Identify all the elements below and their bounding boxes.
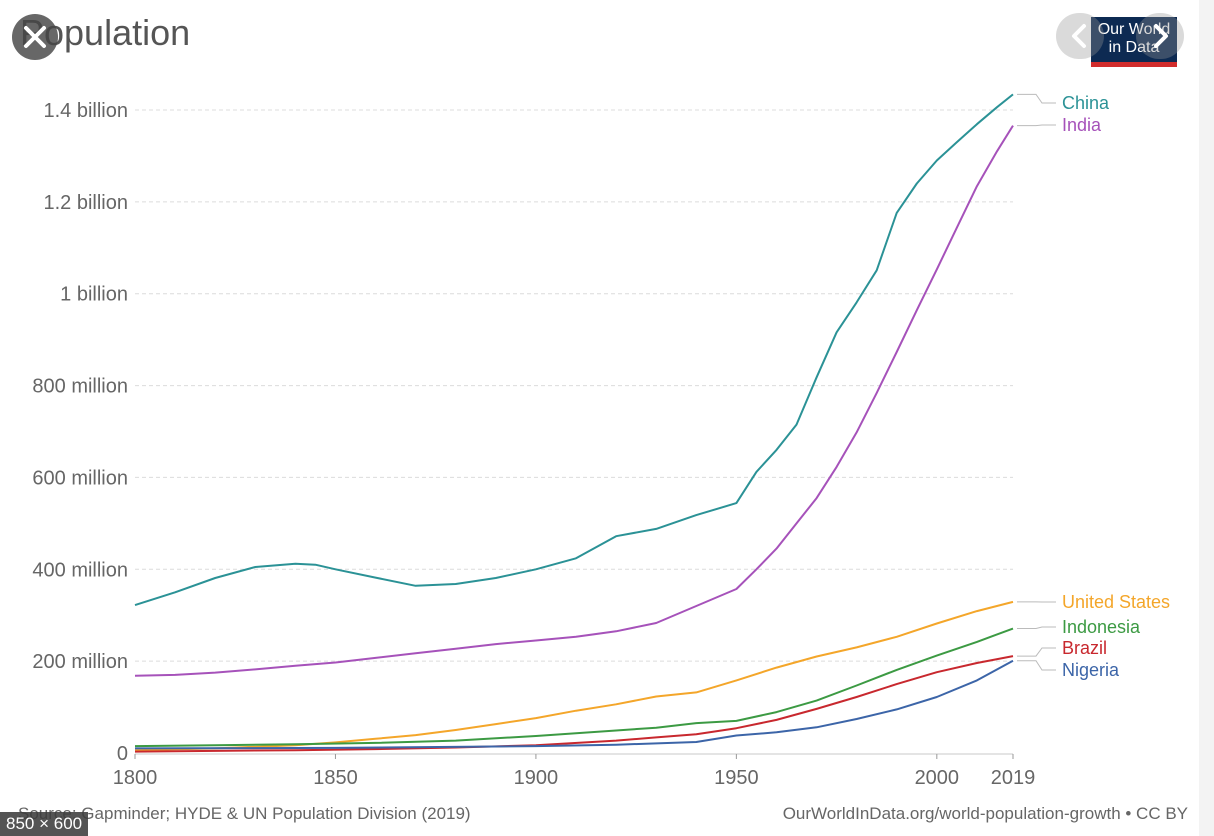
y-tick-label: 1 billion — [60, 284, 128, 306]
series — [134, 93, 1014, 753]
logo-line-1: Our World — [1097, 21, 1171, 38]
y-tick-label: 600 million — [32, 467, 128, 489]
series-label: Brazil — [1062, 638, 1107, 658]
y-tick-label: 1.2 billion — [43, 192, 128, 214]
series-label: United States — [1062, 592, 1170, 612]
image-size-badge: 850 × 600 — [0, 812, 89, 836]
chevron-left-icon — [1072, 24, 1086, 48]
series-line — [134, 655, 1014, 753]
scrollbar-track[interactable] — [1199, 0, 1214, 836]
series-line — [134, 659, 1014, 750]
logo-line-2: in Data — [1108, 39, 1160, 56]
chevron-right-icon — [1154, 24, 1168, 48]
x-tick-label: 2019 — [991, 767, 1036, 789]
y-tick-label: 200 million — [32, 651, 128, 673]
legend-connector — [1017, 647, 1056, 657]
series-label: China — [1062, 93, 1110, 113]
legend-connector — [1017, 93, 1056, 104]
y-axis: 0 200 million 400 million 600 million 800 mi… — [32, 100, 128, 765]
legend-connector — [1017, 660, 1056, 671]
gridlines — [135, 109, 1013, 662]
close-icon — [24, 26, 46, 48]
y-tick-label: 0 — [117, 743, 128, 765]
x-tick-label: 1950 — [714, 767, 759, 789]
series-line — [134, 627, 1014, 748]
legend-connector — [1017, 626, 1056, 629]
series-line — [134, 93, 1014, 607]
x-tick-label: 1850 — [313, 767, 358, 789]
series-line — [134, 125, 1014, 677]
prev-image-button[interactable] — [1056, 13, 1104, 59]
next-image-button[interactable] — [1136, 13, 1184, 59]
close-button[interactable] — [12, 14, 58, 60]
credit-link[interactable]: OurWorldInData.org/world-population-grow… — [782, 804, 1188, 823]
x-tick-label: 1800 — [113, 767, 158, 789]
source-note: Source: Gapminder; HYDE & UN Population … — [18, 804, 471, 823]
y-tick-label: 400 million — [32, 559, 128, 581]
series-label: India — [1062, 115, 1102, 135]
series-label: Nigeria — [1062, 660, 1120, 680]
series-label: Indonesia — [1062, 617, 1141, 637]
x-axis-ticks: 1800 1850 1900 1950 2000 2019 — [113, 754, 1036, 789]
y-tick-label: 1.4 billion — [43, 100, 128, 122]
x-tick-label: 1900 — [514, 767, 559, 789]
owid-logo[interactable]: Our World in Data — [1091, 17, 1177, 67]
legend-connector — [1017, 124, 1056, 127]
series-line — [134, 600, 1014, 752]
x-tick-label: 2000 — [915, 767, 960, 789]
y-tick-label: 800 million — [32, 376, 128, 398]
